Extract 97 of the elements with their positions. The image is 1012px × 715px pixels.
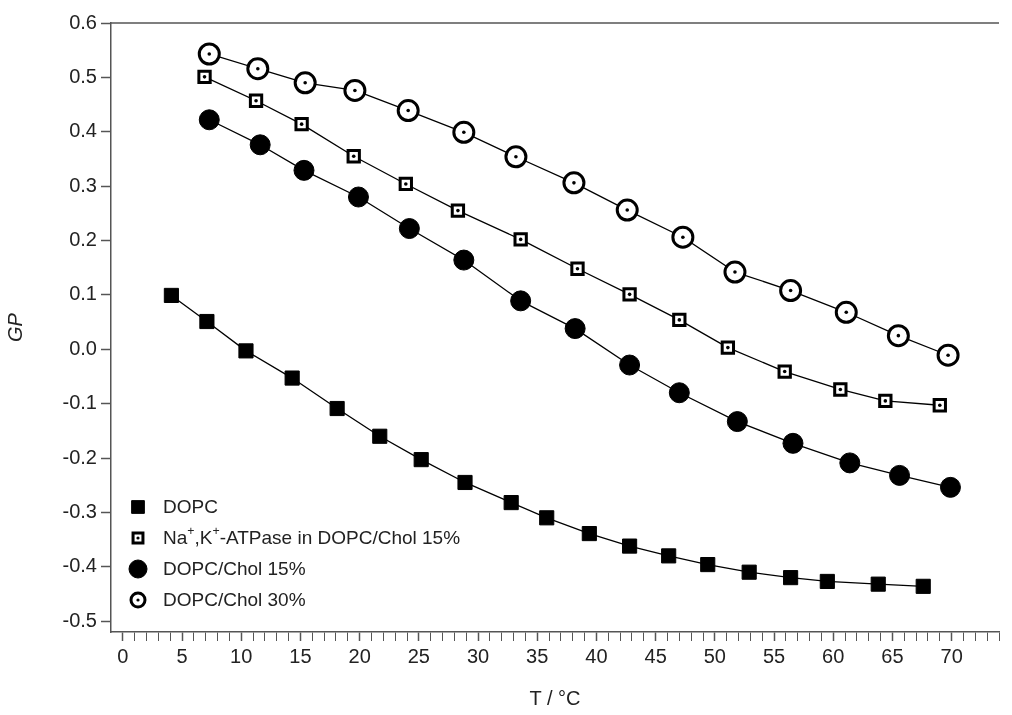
point <box>870 576 886 592</box>
point <box>564 318 586 340</box>
x-tick-label: 50 <box>703 644 726 667</box>
point <box>293 159 315 181</box>
point <box>915 578 931 594</box>
point <box>700 557 716 573</box>
y-tick-label: 0.3 <box>69 173 97 196</box>
point <box>782 432 804 454</box>
x-tick-label: 5 <box>176 644 188 667</box>
legend-label: DOPC/Chol 15% <box>163 558 306 580</box>
y-tick-label: -0.3 <box>62 499 97 522</box>
point <box>833 382 848 397</box>
point <box>834 300 858 324</box>
point <box>246 57 270 81</box>
point <box>615 198 639 222</box>
x-tick-label: 0 <box>117 644 129 667</box>
point <box>396 99 420 123</box>
y-tick-label: 0.1 <box>69 282 97 305</box>
y-tick-label: -0.2 <box>62 445 97 468</box>
point <box>741 564 757 580</box>
x-tick-label: 65 <box>881 644 904 667</box>
point <box>622 287 637 302</box>
y-axis-title: GP <box>3 312 26 342</box>
point <box>372 428 388 444</box>
x-tick-label: 55 <box>762 644 786 667</box>
x-tick-label: 30 <box>466 644 490 667</box>
point <box>562 171 586 195</box>
point <box>199 313 215 330</box>
y-tick-label: 0.6 <box>69 10 97 33</box>
y-tick-label: 0.4 <box>69 119 97 142</box>
point <box>504 145 528 169</box>
point <box>726 411 748 433</box>
point <box>249 134 271 156</box>
x-tick-label: 70 <box>940 644 963 667</box>
x-tick-label: 25 <box>407 644 430 667</box>
legend-label: Na+,K+-ATPase in DOPC/Chol 15% <box>163 523 461 549</box>
point <box>248 93 264 108</box>
x-tick-label: 15 <box>289 644 312 667</box>
point <box>878 393 893 409</box>
point <box>453 249 475 271</box>
point <box>503 495 519 511</box>
point <box>783 570 799 586</box>
point <box>452 120 476 144</box>
point <box>513 232 528 247</box>
point <box>886 324 910 348</box>
point <box>398 218 420 240</box>
y-tick-label: -0.5 <box>62 608 97 631</box>
point <box>619 354 641 376</box>
point <box>539 510 555 526</box>
point <box>398 176 413 192</box>
point <box>510 290 532 312</box>
point <box>777 364 792 379</box>
point <box>284 370 300 386</box>
point <box>238 343 254 359</box>
x-tick-label: 20 <box>348 644 371 667</box>
point <box>347 186 369 208</box>
point <box>932 398 947 413</box>
y-tick-label: 0.0 <box>69 336 97 359</box>
point <box>622 538 638 554</box>
y-tick-label: 0.5 <box>69 64 97 87</box>
point <box>939 476 961 498</box>
point <box>570 261 585 276</box>
point <box>661 548 677 564</box>
point <box>668 382 690 404</box>
legend-label: DOPC <box>163 496 218 518</box>
x-tick-label: 35 <box>526 644 549 667</box>
point <box>450 203 466 218</box>
point <box>294 116 309 132</box>
point <box>457 474 473 491</box>
y-tick-label: -0.1 <box>62 391 97 414</box>
point <box>936 343 960 367</box>
point <box>889 464 911 486</box>
point <box>346 149 361 164</box>
point <box>779 279 803 303</box>
x-axis-title: T / °C <box>529 686 581 709</box>
point <box>198 109 220 131</box>
point <box>723 260 747 284</box>
point <box>343 78 367 102</box>
legend-label: DOPC/Chol 30% <box>163 589 306 611</box>
point <box>197 69 212 84</box>
point <box>413 452 429 468</box>
point <box>672 312 687 328</box>
point <box>839 452 861 474</box>
x-tick-label: 60 <box>822 644 845 667</box>
point <box>293 71 317 95</box>
point <box>581 526 597 542</box>
point <box>197 42 221 66</box>
point <box>671 225 695 249</box>
x-tick-label: 10 <box>230 644 253 667</box>
x-tick-label: 45 <box>644 644 667 667</box>
point <box>163 287 179 303</box>
point <box>819 573 835 589</box>
point <box>720 340 736 355</box>
point <box>329 400 345 417</box>
y-tick-label: -0.4 <box>62 554 97 577</box>
y-tick-label: 0.2 <box>69 228 97 251</box>
x-tick-label: 40 <box>585 644 608 667</box>
